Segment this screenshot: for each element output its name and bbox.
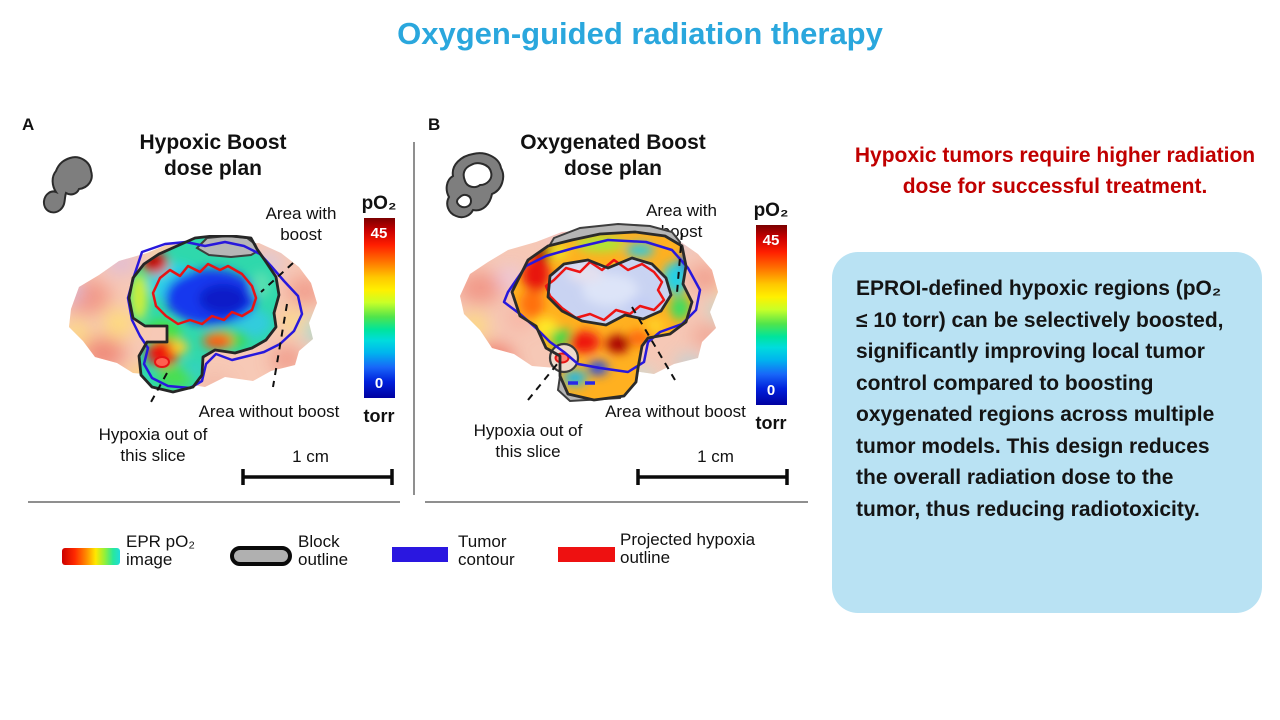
figure-baseline-a [28, 501, 400, 503]
legend-swatch-tumor-contour [392, 547, 448, 562]
annotation-hypoxia-out: Hypoxia out of this slice [98, 425, 208, 465]
colorbar-min: 0 [374, 375, 384, 392]
colorbar-title: pO₂ [753, 200, 789, 221]
figure-baseline-b [425, 501, 808, 503]
panel-b-annotation-lines [527, 232, 789, 485]
panel-a-annotation-lines [150, 262, 394, 485]
colorbar-max: 45 [762, 232, 780, 249]
annotation-area-without-boost: Area without boost [605, 402, 746, 421]
panel-b: B Oxygenated Boost dose plan Area with b… [418, 100, 812, 512]
page-title: Oxygen-guided radiation therapy [397, 16, 883, 51]
panel-b-title: Oxygenated Boost dose plan [520, 131, 706, 180]
panel-a: A Hypoxic Boost dose plan Area with boos… [18, 100, 414, 512]
block-outline-a [127, 235, 281, 394]
legend-label-epr-image: EPR pO₂ image [126, 532, 195, 569]
block-shape-icon-b [445, 152, 505, 219]
panel-a-label: A [22, 115, 35, 134]
panel-a-title: Hypoxic Boost dose plan [139, 131, 287, 180]
legend-swatch-block-outline [230, 546, 292, 566]
summary-callout-box: EPROI-defined hypoxic regions (pO₂ ≤ 10 … [832, 252, 1262, 613]
colorbar-b: pO₂ 45 0 torr [748, 200, 794, 434]
epr-dose-plan-image-b [460, 222, 718, 403]
panel-divider-line [413, 142, 415, 495]
colorbar-gradient: 45 0 [363, 218, 395, 398]
hypoxia-ring-small-a [154, 356, 170, 368]
legend-label-block-outline: Block outline [298, 532, 349, 569]
key-message-heading: Hypoxic tumors require higher radiation … [854, 144, 1256, 198]
colorbar-unit: torr [755, 413, 787, 433]
colorbar-max: 45 [370, 225, 388, 242]
annotation-area-without-boost: Area without boost [198, 402, 340, 421]
legend-label-hypoxia-outline: Projected hypoxia outline [620, 530, 756, 567]
legend-swatch-epr-image [62, 548, 120, 565]
summary-text: EPROI-defined hypoxic regions (pO₂ ≤ 10 … [856, 277, 1224, 521]
annotation-hypoxia-out: Hypoxia out of this slice [473, 421, 583, 461]
block-outline-b [510, 230, 694, 402]
panel-b-label: B [428, 115, 441, 134]
hypoxia-outline-a [151, 262, 258, 326]
colorbar-title: pO₂ [361, 193, 397, 214]
colorbar-min: 0 [766, 382, 776, 399]
scalebar-label-a: 1 cm [292, 447, 329, 466]
epr-dose-plan-image-a [69, 235, 317, 394]
tumor-contour-b [502, 238, 702, 374]
block-shape-icon-a [42, 156, 93, 214]
colorbar-a: pO₂ 45 0 torr [356, 193, 402, 427]
legend-swatch-hypoxia-outline [558, 547, 615, 562]
legend-label-tumor-contour: Tumor contour [458, 532, 515, 569]
scalebar-label-b: 1 cm [697, 447, 734, 466]
colorbar-unit: torr [363, 406, 395, 426]
annotation-area-with-boost: Area with boost [265, 204, 337, 244]
colorbar-gradient: 45 0 [755, 225, 787, 405]
